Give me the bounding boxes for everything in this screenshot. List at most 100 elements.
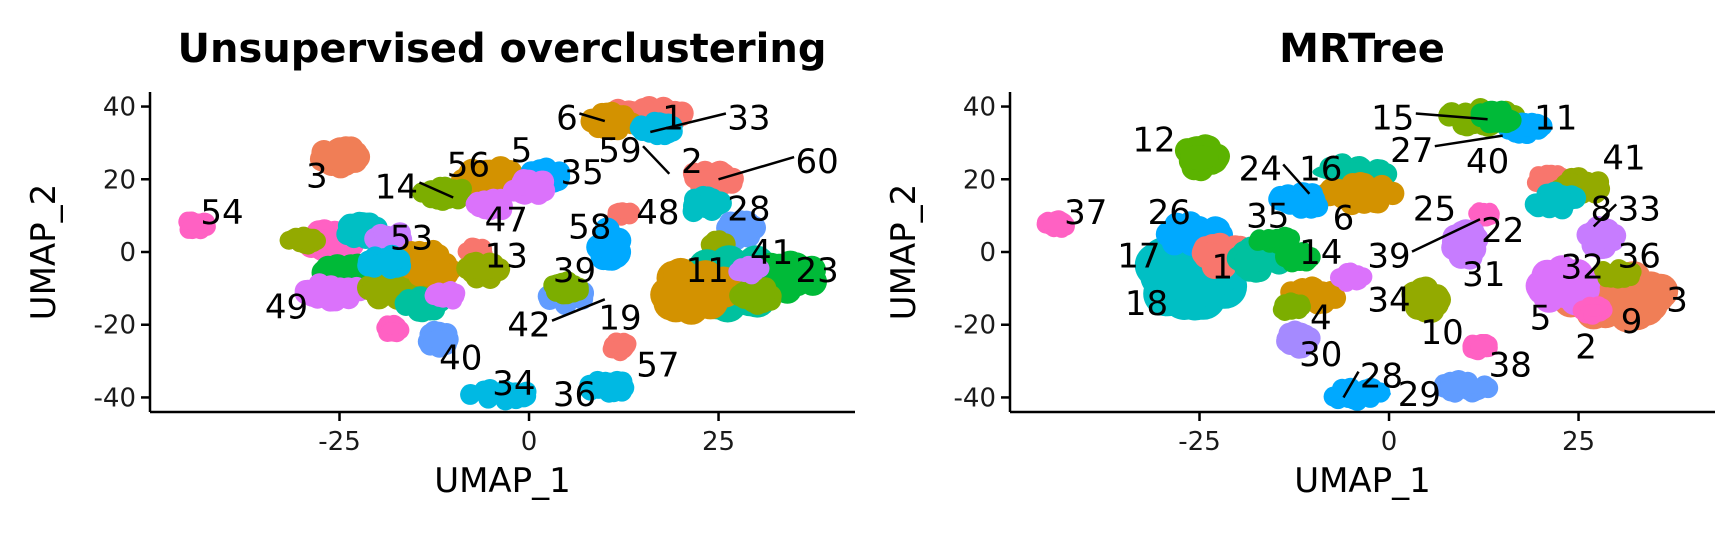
cluster-points: [1525, 255, 1601, 316]
cluster-label: 33: [1618, 189, 1661, 229]
cluster-label: 29: [1398, 375, 1441, 415]
cluster-core: [425, 330, 451, 349]
y-tick-label: 20: [103, 165, 136, 195]
cluster-label: 31: [1462, 255, 1505, 295]
cluster-points: [728, 255, 770, 285]
cluster-core: [1282, 247, 1315, 264]
cluster-label: 2: [681, 142, 703, 182]
cluster-label: 30: [1299, 335, 1342, 375]
cluster-core: [404, 260, 457, 280]
cluster-label: 57: [636, 346, 679, 386]
cluster-label: 3: [306, 157, 328, 197]
cluster-points: [729, 276, 782, 315]
cluster-core: [299, 282, 365, 302]
cluster-core: [1537, 269, 1590, 307]
cluster-core: [1277, 300, 1304, 313]
cluster-core: [1597, 267, 1636, 280]
cluster-points: [1441, 219, 1489, 270]
cluster-core: [737, 286, 776, 305]
x-tick-label: 25: [1562, 427, 1595, 457]
y-tick-label: 0: [979, 238, 996, 268]
cluster-label: 36: [553, 375, 596, 415]
cluster-points: [1036, 210, 1075, 238]
cluster-label: 60: [795, 142, 838, 182]
cluster-label: 56: [447, 146, 490, 186]
cluster-label: 28: [1360, 357, 1403, 397]
cluster-points: [376, 314, 410, 343]
cluster-points: [1275, 240, 1321, 273]
cluster-label: 41: [750, 233, 793, 273]
cluster-core: [579, 378, 631, 395]
label-leader-line: [551, 298, 606, 322]
cluster-label: 28: [727, 189, 770, 229]
cluster-points: [178, 211, 216, 240]
cluster-points: [1434, 370, 1499, 403]
label-leader-line: [1282, 163, 1311, 195]
cluster-label: 11: [1534, 99, 1577, 139]
cluster-core: [1285, 330, 1311, 349]
cluster-core: [595, 229, 622, 261]
cluster-label: 38: [1489, 346, 1532, 386]
cluster-label: 18: [1125, 284, 1168, 324]
point-clusters: [1036, 98, 1679, 411]
cluster-points: [1593, 259, 1642, 289]
cluster-core: [550, 280, 584, 297]
y-tick-label: 0: [119, 238, 136, 268]
cluster-label: 23: [795, 251, 838, 291]
x-axis-title: UMAP_1: [434, 461, 571, 501]
cluster-points: [460, 379, 537, 411]
cluster-label: 34: [492, 364, 535, 404]
cluster-label: 3: [1666, 280, 1688, 320]
y-axis-title: UMAP_2: [24, 184, 64, 321]
cluster-label: 10: [1420, 313, 1463, 353]
cluster-label: 59: [598, 131, 641, 171]
label-leader-line: [1592, 203, 1618, 228]
cluster-points: [424, 281, 466, 310]
label-leader-line: [1411, 218, 1481, 253]
cluster-label: 37: [1064, 193, 1107, 233]
cluster-label: 15: [1371, 99, 1414, 139]
cluster-label: 12: [1132, 120, 1175, 160]
cluster-core: [736, 264, 762, 277]
cluster-label: 24: [1239, 149, 1282, 189]
cluster-core: [1439, 378, 1491, 395]
cluster-points: [1498, 112, 1553, 144]
y-tick-label: -20: [94, 311, 136, 341]
cluster-label: 54: [200, 193, 243, 233]
cluster-label: 8: [1590, 189, 1612, 229]
cluster-core: [1338, 271, 1364, 284]
cluster-core: [1474, 209, 1494, 219]
cluster-label: 26: [1148, 193, 1191, 233]
cluster-points: [579, 370, 635, 403]
chart-title: MRTree: [1279, 26, 1445, 72]
cluster-points: [607, 202, 641, 226]
cluster-label: 5: [511, 131, 533, 171]
cluster-points: [580, 101, 643, 141]
cluster-label: 47: [485, 200, 528, 240]
cluster-label: 41: [1602, 139, 1645, 179]
cluster-core: [1580, 304, 1607, 317]
cluster-core: [663, 270, 728, 314]
label-leader-line: [418, 181, 454, 199]
label-leader-line: [642, 145, 671, 175]
cluster-points: [1276, 320, 1321, 359]
x-tick-label: -25: [1178, 427, 1220, 457]
cluster-label: 36: [1618, 237, 1661, 277]
cluster-label: 53: [390, 219, 433, 259]
cluster-label: 19: [598, 299, 641, 339]
cluster-label: 35: [560, 153, 603, 193]
cluster-core: [466, 386, 531, 402]
cluster-core: [1234, 246, 1286, 272]
cluster-label: 1: [662, 99, 684, 139]
chart-title: Unsupervised overclustering: [178, 26, 827, 72]
cluster-label: 5: [1530, 299, 1552, 339]
cluster-core: [1470, 340, 1490, 353]
cluster-core: [432, 289, 459, 302]
cluster-label: 4: [1310, 299, 1332, 339]
cluster-points: [1470, 100, 1522, 134]
cluster-points: [1572, 296, 1613, 325]
label-leader-line: [650, 112, 727, 134]
x-tick-label: -25: [318, 427, 360, 457]
